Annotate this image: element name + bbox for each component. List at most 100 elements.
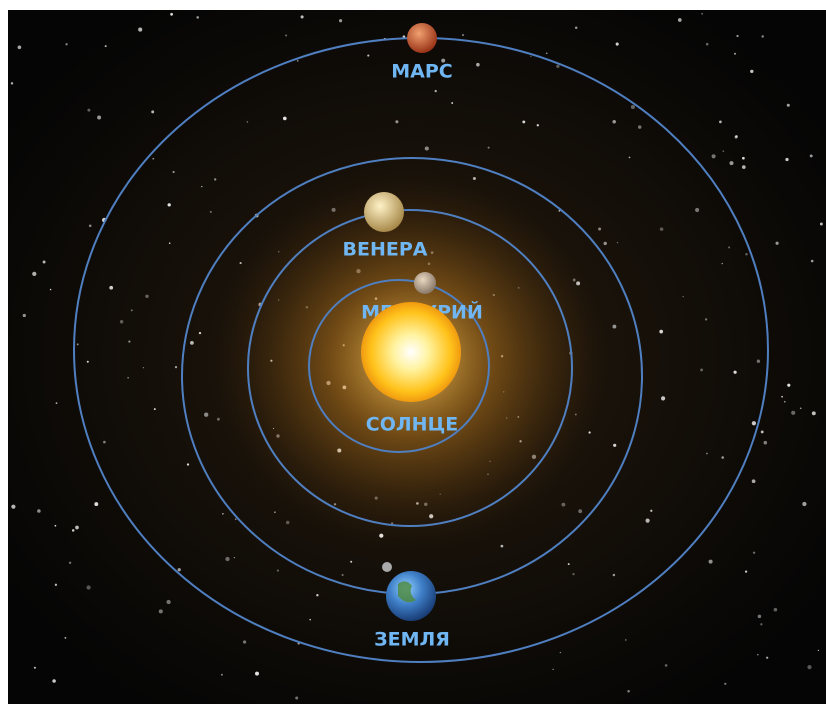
star (728, 246, 731, 249)
star (487, 146, 490, 149)
venus-label: ВЕНЕРА (343, 239, 428, 261)
star (742, 156, 745, 160)
star (773, 607, 778, 612)
star (296, 59, 299, 62)
star (757, 654, 759, 656)
star (677, 18, 682, 22)
star (784, 400, 786, 403)
star (54, 583, 58, 586)
star (174, 366, 178, 369)
star (316, 594, 319, 597)
earth-label: ЗЕМЛЯ (374, 629, 450, 651)
star (556, 64, 560, 69)
star (216, 417, 220, 421)
star (781, 395, 783, 398)
star (33, 666, 36, 669)
star (142, 367, 145, 369)
star (682, 295, 684, 298)
star (706, 452, 708, 455)
star (711, 154, 716, 159)
star (75, 525, 79, 530)
star (71, 529, 75, 532)
star (170, 12, 174, 16)
star (209, 210, 212, 213)
star (700, 368, 704, 372)
star (104, 45, 107, 48)
star (52, 679, 56, 683)
star (736, 34, 739, 38)
star (76, 343, 79, 346)
star (130, 309, 133, 312)
star (536, 124, 539, 127)
star (760, 430, 764, 434)
star (476, 62, 480, 67)
star (625, 639, 627, 641)
star (567, 563, 570, 566)
star (735, 135, 738, 138)
star (572, 572, 575, 576)
star (722, 150, 725, 152)
star (561, 502, 566, 507)
star (222, 513, 224, 515)
star (285, 34, 288, 37)
star (630, 104, 635, 110)
star (151, 110, 155, 114)
star (49, 288, 52, 291)
star (220, 673, 223, 676)
star (119, 319, 124, 324)
sun (361, 302, 461, 402)
star (612, 573, 616, 577)
star (172, 170, 175, 174)
star (603, 241, 607, 246)
star (559, 651, 562, 654)
star (807, 665, 812, 670)
star (574, 26, 578, 30)
mars-label: МАРС (391, 61, 452, 83)
star (17, 45, 22, 50)
star (612, 120, 616, 124)
star (761, 35, 764, 38)
mars (407, 23, 437, 53)
star (94, 502, 99, 507)
star (638, 125, 642, 129)
star (724, 682, 727, 685)
star (285, 520, 290, 525)
orbit-venus (247, 209, 573, 527)
star (42, 260, 46, 264)
star (68, 561, 72, 564)
star (295, 696, 299, 700)
star (214, 178, 217, 181)
star (145, 294, 149, 298)
star (242, 640, 247, 644)
star (785, 157, 789, 162)
star (750, 69, 754, 74)
star (701, 12, 703, 15)
star (756, 359, 761, 363)
star (350, 560, 353, 563)
star (744, 570, 748, 573)
star (763, 440, 768, 445)
star (751, 479, 756, 484)
star (809, 154, 813, 158)
star (166, 599, 171, 605)
star (103, 440, 106, 444)
star (10, 82, 14, 85)
star (196, 16, 199, 19)
star (627, 689, 630, 693)
star (153, 408, 156, 411)
star (751, 421, 757, 426)
star (598, 227, 602, 231)
star (87, 108, 91, 112)
star (97, 115, 102, 120)
star (752, 551, 756, 554)
star (802, 501, 807, 507)
star (708, 559, 713, 564)
star (246, 121, 249, 123)
star (339, 19, 343, 23)
star (659, 329, 664, 334)
star (309, 618, 311, 621)
sun-label: СОЛНЦЕ (366, 414, 458, 436)
star (55, 402, 58, 404)
star (138, 27, 143, 32)
star (530, 55, 532, 58)
